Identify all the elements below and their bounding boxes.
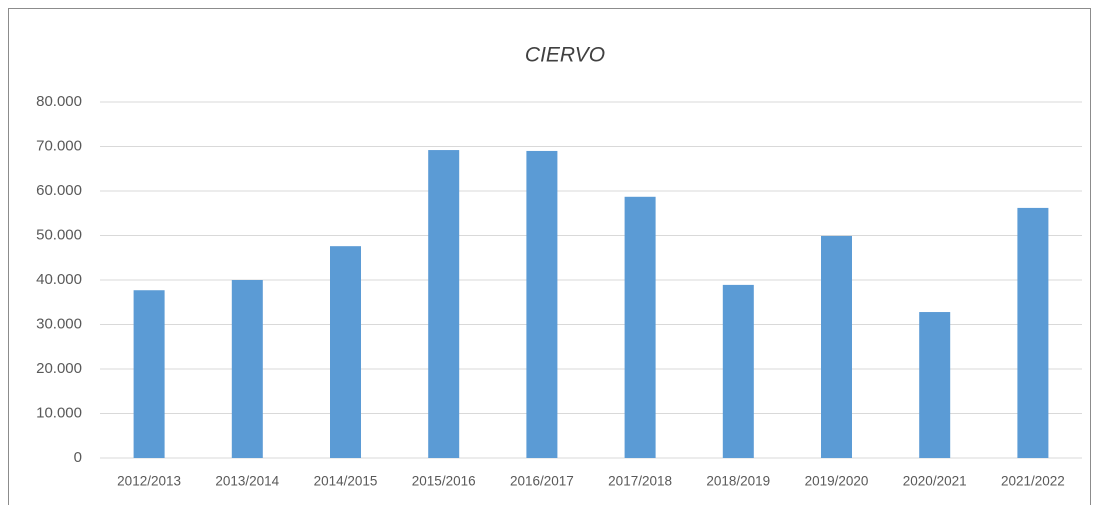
x-tick-label: 2017/2018 bbox=[608, 474, 672, 489]
bar bbox=[821, 235, 852, 458]
x-tick-label: 2012/2013 bbox=[117, 474, 181, 489]
bar bbox=[526, 150, 558, 458]
y-tick-label: 10.000 bbox=[36, 404, 82, 421]
y-tick-label: 20.000 bbox=[36, 360, 82, 377]
bar bbox=[428, 150, 460, 458]
x-tick-label: 2015/2016 bbox=[412, 474, 476, 489]
x-tick-label: 2013/2014 bbox=[215, 474, 279, 489]
bar bbox=[133, 290, 165, 458]
y-tick-label: 30.000 bbox=[36, 315, 82, 332]
y-tick-label: 0 bbox=[74, 449, 82, 466]
x-tick-label: 2019/2020 bbox=[805, 474, 869, 489]
bar bbox=[1017, 207, 1049, 458]
x-tick-label: 2021/2022 bbox=[1001, 474, 1065, 489]
y-tick-label: 50.000 bbox=[36, 226, 82, 243]
bar bbox=[624, 196, 656, 458]
x-tick-label: 2016/2017 bbox=[510, 474, 574, 489]
y-tick-label: 80.000 bbox=[36, 93, 82, 110]
y-tick-label: 60.000 bbox=[36, 182, 82, 199]
bar bbox=[330, 246, 361, 458]
x-tick-label: 2014/2015 bbox=[314, 474, 378, 489]
x-tick-label: 2018/2019 bbox=[706, 474, 770, 489]
chart-title: CIERVO bbox=[525, 44, 605, 67]
bar bbox=[722, 284, 754, 458]
bar bbox=[231, 280, 263, 458]
y-tick-label: 40.000 bbox=[36, 271, 82, 288]
bar bbox=[919, 312, 951, 458]
y-tick-label: 70.000 bbox=[36, 137, 82, 154]
x-tick-label: 2020/2021 bbox=[903, 474, 967, 489]
